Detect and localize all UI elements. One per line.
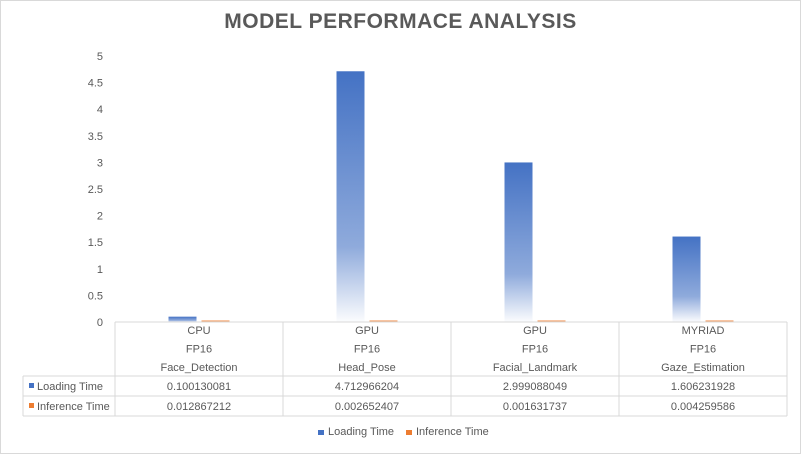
legend-entry: Inference Time xyxy=(416,426,489,438)
y-tick-label: 1 xyxy=(97,264,103,276)
bar-inference-time xyxy=(201,320,230,322)
category-label: FP16 xyxy=(186,344,212,356)
y-axis: 0 0.5 1 1.5 2 2.5 3 3.5 4 4.5 5 xyxy=(88,51,103,329)
y-tick-label: 4 xyxy=(97,104,103,116)
y-tick-label: 4.5 xyxy=(88,78,103,90)
category-label: CPU xyxy=(187,325,210,337)
category-label: GPU xyxy=(523,325,547,337)
legend-swatch xyxy=(406,430,412,435)
bar-loading-time xyxy=(168,316,197,322)
bar-inference-time xyxy=(705,320,734,322)
bar-loading-time xyxy=(504,162,533,322)
data-table: CPU FP16 Face_Detection GPU FP16 Head_Pose GPU… xyxy=(22,321,788,417)
data-label: 0.004259586 xyxy=(671,401,735,413)
data-label: 1.606231928 xyxy=(671,381,735,393)
category-label: FP16 xyxy=(354,344,380,356)
y-tick-label: 1.5 xyxy=(88,237,103,249)
row-header: Loading Time xyxy=(37,381,103,393)
legend-swatch xyxy=(318,430,324,435)
data-label: 0.012867212 xyxy=(167,401,231,413)
y-tick-label: 2.5 xyxy=(88,184,103,196)
legend: Loading Time Inference Time xyxy=(318,426,489,438)
row-key-swatch xyxy=(29,383,34,388)
y-tick-label: 0 xyxy=(97,317,103,329)
bars xyxy=(168,71,734,322)
data-label: 4.712966204 xyxy=(335,381,399,393)
category-label: FP16 xyxy=(690,344,716,356)
data-label: 0.001631737 xyxy=(503,401,567,413)
category-label: Gaze_Estimation xyxy=(661,362,745,374)
y-tick-label: 3.5 xyxy=(88,131,103,143)
category-label: MYRIAD xyxy=(682,325,725,337)
bar-inference-time xyxy=(537,320,566,322)
row-header: Inference Time xyxy=(37,401,110,413)
bar-inference-time xyxy=(369,320,398,322)
bar-loading-time xyxy=(672,236,701,322)
y-tick-label: 5 xyxy=(97,51,103,63)
data-label: 0.002652407 xyxy=(335,401,399,413)
chart-title: MODEL PERFORMACE ANALYSIS xyxy=(224,10,577,33)
data-label: 0.100130081 xyxy=(167,381,231,393)
category-label: Facial_Landmark xyxy=(493,362,578,374)
row-key-swatch xyxy=(29,403,34,408)
y-tick-label: 2 xyxy=(97,211,103,223)
data-label: 2.999088049 xyxy=(503,381,567,393)
category-label: GPU xyxy=(355,325,379,337)
y-tick-label: 0.5 xyxy=(88,290,103,302)
bar-loading-time xyxy=(336,71,365,322)
y-tick-label: 3 xyxy=(97,157,103,169)
category-label: Head_Pose xyxy=(338,362,396,374)
category-label: Face_Detection xyxy=(160,362,237,374)
category-label: FP16 xyxy=(522,344,548,356)
legend-entry: Loading Time xyxy=(328,426,394,438)
